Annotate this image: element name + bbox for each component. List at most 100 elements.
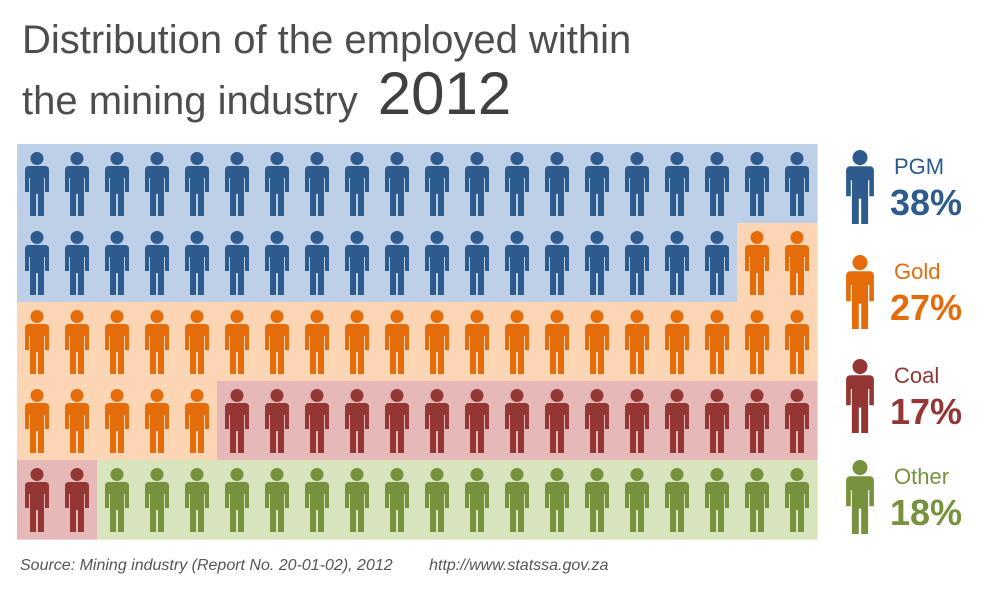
person-figure-other bbox=[505, 468, 529, 532]
person-figure-gold bbox=[705, 310, 729, 374]
person-figure-gold bbox=[745, 231, 769, 295]
person-figure-other bbox=[345, 468, 369, 532]
category-backgrounds bbox=[17, 144, 818, 540]
person-figure-gold bbox=[465, 310, 489, 374]
person-figure-pgm bbox=[545, 152, 569, 216]
person-figure-gold bbox=[505, 310, 529, 374]
person-figure-coal bbox=[25, 468, 49, 532]
person-figure-gold bbox=[625, 310, 649, 374]
person-icon bbox=[846, 460, 874, 534]
person-figure-pgm bbox=[305, 152, 329, 216]
person-figure-pgm bbox=[65, 152, 89, 216]
person-figure-coal bbox=[625, 389, 649, 453]
legend-value: 18% bbox=[890, 492, 963, 533]
person-figure-coal bbox=[345, 389, 369, 453]
person-figure-gold bbox=[425, 310, 449, 374]
legend-item-other: Other 18% bbox=[840, 456, 990, 546]
person-figure-other bbox=[705, 468, 729, 532]
person-figure-pgm bbox=[425, 152, 449, 216]
person-figure-gold bbox=[225, 310, 249, 374]
person-figure-coal bbox=[785, 389, 809, 453]
person-figure-pgm bbox=[585, 152, 609, 216]
person-figure-pgm bbox=[25, 152, 49, 216]
person-figure-other bbox=[585, 468, 609, 532]
legend-label: Gold bbox=[894, 259, 941, 284]
legend-value: 38% bbox=[890, 182, 963, 223]
person-figure-gold bbox=[65, 310, 89, 374]
person-figure-other bbox=[665, 468, 689, 532]
person-figure-pgm bbox=[505, 231, 529, 295]
person-figure-gold bbox=[265, 310, 289, 374]
person-figure-gold bbox=[105, 389, 129, 453]
person-figure-gold bbox=[345, 310, 369, 374]
legend-value: 17% bbox=[890, 391, 963, 432]
person-figure-gold bbox=[745, 310, 769, 374]
person-figure-pgm bbox=[345, 231, 369, 295]
person-figure-coal bbox=[665, 389, 689, 453]
person-figure-pgm bbox=[25, 231, 49, 295]
person-figure-pgm bbox=[625, 231, 649, 295]
person-figure-gold bbox=[185, 310, 209, 374]
person-figure-gold bbox=[25, 389, 49, 453]
legend-item-gold: Gold 27% bbox=[840, 251, 990, 341]
person-figure-coal bbox=[305, 389, 329, 453]
person-figure-pgm bbox=[465, 231, 489, 295]
person-figure-pgm bbox=[545, 231, 569, 295]
title-year: 2012 bbox=[377, 60, 512, 127]
person-figure-pgm bbox=[345, 152, 369, 216]
legend-label: Other bbox=[894, 464, 950, 489]
person-figure-pgm bbox=[785, 152, 809, 216]
person-figure-other bbox=[265, 468, 289, 532]
person-figure-gold bbox=[145, 310, 169, 374]
person-figure-pgm bbox=[145, 152, 169, 216]
title-line-2-text: the mining industry bbox=[22, 79, 358, 123]
person-figure-pgm bbox=[65, 231, 89, 295]
person-figure-pgm bbox=[265, 152, 289, 216]
source-citation: Source: Mining industry (Report No. 20-0… bbox=[20, 557, 393, 574]
person-figure-coal bbox=[385, 389, 409, 453]
person-figure-pgm bbox=[425, 231, 449, 295]
person-figure-other bbox=[425, 468, 449, 532]
person-figure-other bbox=[545, 468, 569, 532]
person-figure-coal bbox=[705, 389, 729, 453]
chart-title: Distribution of the employed within the … bbox=[22, 14, 722, 128]
person-figure-pgm bbox=[185, 231, 209, 295]
person-figure-gold bbox=[305, 310, 329, 374]
person-figure-gold bbox=[785, 310, 809, 374]
person-figure-other bbox=[305, 468, 329, 532]
person-figure-other bbox=[105, 468, 129, 532]
person-figure-other bbox=[625, 468, 649, 532]
person-figure-gold bbox=[25, 310, 49, 374]
person-figure-pgm bbox=[145, 231, 169, 295]
person-figure-coal bbox=[425, 389, 449, 453]
person-figure-pgm bbox=[465, 152, 489, 216]
legend-item-coal: Coal 17% bbox=[840, 355, 990, 445]
person-figure-gold bbox=[385, 310, 409, 374]
legend-label: Coal bbox=[894, 363, 940, 388]
source-url: http://www.statssa.gov.za bbox=[429, 557, 609, 574]
person-figure-gold bbox=[185, 389, 209, 453]
person-figure-pgm bbox=[105, 231, 129, 295]
person-figure-coal bbox=[585, 389, 609, 453]
person-figure-gold bbox=[65, 389, 89, 453]
person-figure-pgm bbox=[745, 152, 769, 216]
person-figure-coal bbox=[745, 389, 769, 453]
person-figure-coal bbox=[265, 389, 289, 453]
person-figure-other bbox=[185, 468, 209, 532]
source-note: Source: Mining industry (Report No. 20-0… bbox=[20, 557, 640, 575]
person-figure-pgm bbox=[105, 152, 129, 216]
person-figure-other bbox=[145, 468, 169, 532]
person-figure-pgm bbox=[385, 152, 409, 216]
person-figure-gold bbox=[785, 231, 809, 295]
legend-value: 27% bbox=[890, 287, 963, 328]
person-figure-pgm bbox=[505, 152, 529, 216]
person-figure-pgm bbox=[185, 152, 209, 216]
person-figure-pgm bbox=[705, 152, 729, 216]
person-icon bbox=[846, 359, 874, 433]
figures bbox=[25, 152, 809, 532]
person-figure-coal bbox=[545, 389, 569, 453]
person-figure-coal bbox=[65, 468, 89, 532]
person-figure-other bbox=[385, 468, 409, 532]
person-figure-pgm bbox=[705, 231, 729, 295]
